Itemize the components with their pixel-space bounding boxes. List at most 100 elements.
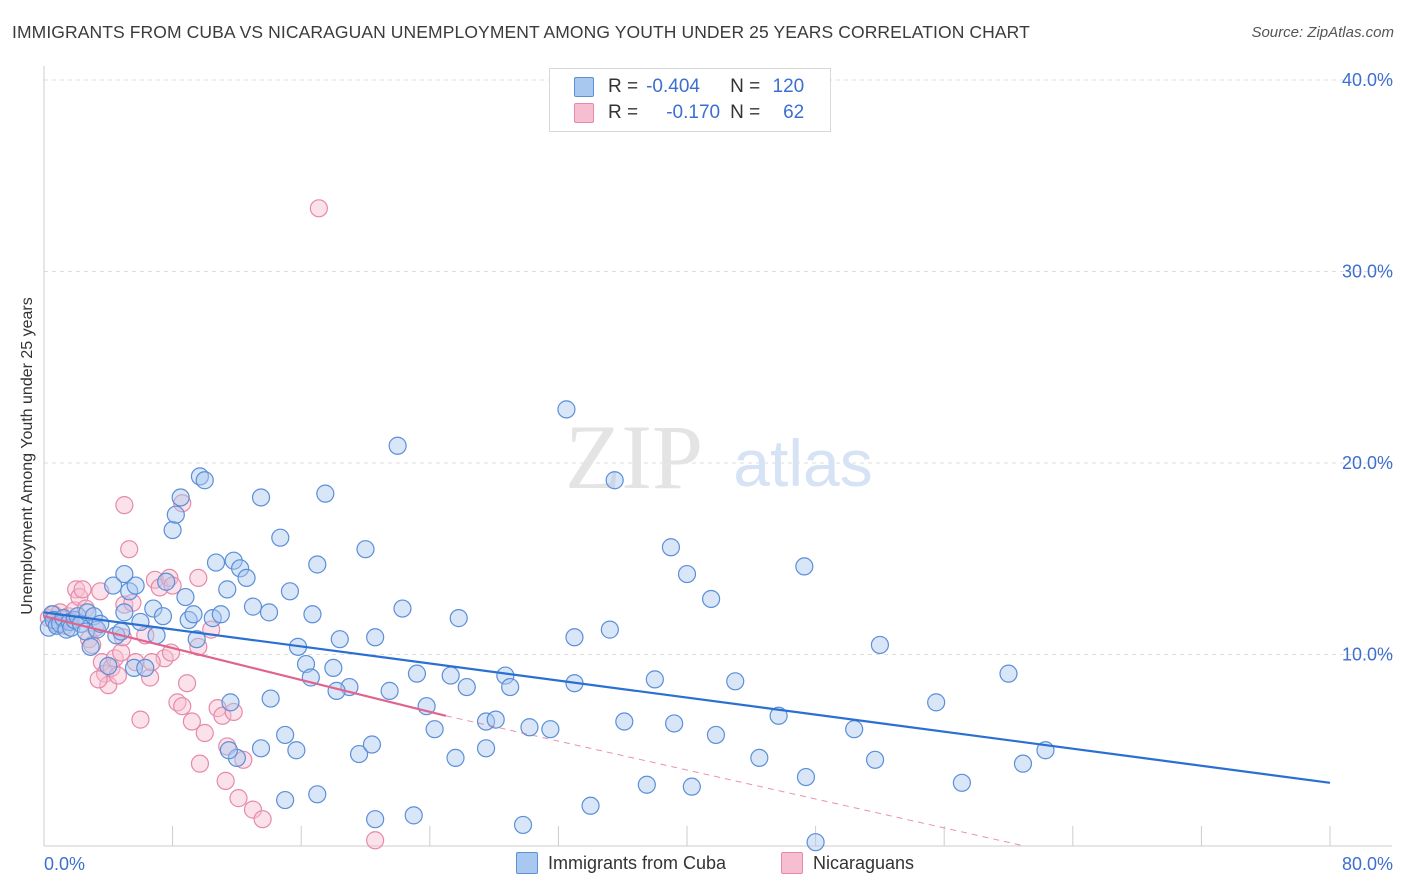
legend-label-cuba: Immigrants from Cuba [548,852,727,873]
cuba-point [157,572,176,591]
cuba-point [280,582,300,601]
nicaraguans-point [182,712,201,731]
cuba-point [366,628,385,647]
axes [43,66,1392,847]
cuba-point [407,664,427,683]
cuba-point [115,603,134,622]
legend-r-value-cuba: -0.404 [646,76,700,97]
cuba-points [39,400,1055,852]
cuba-point [393,599,412,618]
nicaraguans-point [216,771,235,790]
y-tick-label: 30.0% [1342,262,1393,282]
cuba-point [513,815,533,835]
cuba-point [637,775,656,794]
cuba-point [99,656,118,676]
legend-r-label: R = [608,102,639,123]
nicaraguans-point [190,754,210,773]
cuba-point [126,576,145,595]
cuba-point [870,635,890,655]
watermark: ZIP atlas [565,406,873,508]
cuba-point [330,630,349,649]
cuba-point [206,553,226,572]
cuba-point [153,607,173,626]
cuba-point [81,637,100,656]
cuba-point [259,603,279,622]
cuba-point [541,720,560,739]
cuba-point [362,735,382,754]
x-axis-ticks [43,826,1331,846]
nicaraguans-swatch [574,103,594,123]
cuba-point [388,436,407,455]
cuba-point [520,718,539,737]
cuba-point [682,777,701,796]
legend-item-cuba: Immigrants from Cuba [516,852,726,874]
cuba-point [565,628,584,647]
cuba-point [441,666,460,685]
cuba-point [600,620,619,639]
legend-row-cuba: R = -0.404 N = 120 [574,76,804,98]
cuba-point [1013,754,1033,773]
correlation-legend: R = -0.404 N = 120 R = -0.170 N = 62 [549,68,831,132]
nicaraguans-point [115,496,134,515]
cuba-point [231,559,250,578]
y-tick-label: 40.0% [1342,70,1393,90]
cuba-point [366,810,385,829]
watermark-zip: ZIP [565,406,703,508]
cuba-point [324,658,343,678]
nicaraguans-point [112,643,131,662]
trend-lines [43,611,1331,847]
cuba-point [486,710,505,729]
cuba-point [449,609,468,628]
cuba-point [147,626,166,645]
cuba-point [195,471,214,490]
cuba-point [144,599,163,618]
legend-r-label: R = [608,76,639,97]
cuba-point [795,557,814,576]
legend-item-nicaraguans: Nicaraguans [781,852,914,874]
cuba-point [176,587,195,607]
cuba-point [927,693,946,712]
cuba-point [187,630,206,649]
cuba-point [501,677,520,697]
cuba-point [645,670,664,689]
cuba-point [221,693,240,712]
cuba-point [605,471,624,490]
x-axis-tick-labels: 0.0% 80.0% [44,854,1393,874]
cuba-point [806,833,825,852]
nicaraguans-point [140,668,160,687]
cuba-point [308,555,327,574]
cuba-point [769,706,788,725]
cuba-point [356,540,375,559]
legend-n-value-cuba: 120 [772,76,805,97]
legend-label-nicaraguans: Nicaraguans [813,852,915,873]
cuba-point [425,720,444,739]
y-tick-label: 10.0% [1342,645,1393,665]
cuba-point [184,605,203,624]
legend-n-value-nicaraguans: 62 [783,102,805,123]
cuba-point [796,767,816,787]
cuba-point [476,739,496,758]
nicaraguans-point [120,540,139,559]
cuba-point [615,712,634,731]
cuba-point [349,744,369,764]
cuba-point [446,748,465,768]
cuba-point [750,748,769,768]
legend-n-label: N = [730,76,761,97]
nicaraguans-point [73,580,92,599]
nicaraguans-point [224,702,243,722]
nicaraguans-point [234,750,253,769]
nicaraguans-legend-swatch [781,852,803,874]
cuba-point [261,689,280,708]
cuba-point [136,658,155,678]
cuba-point [115,564,134,584]
cuba-point [296,654,316,674]
cuba-point [251,739,271,758]
cuba-point [211,605,230,624]
chart-title: IMMIGRANTS FROM CUBA VS NICARAGUAN UNEMP… [12,22,1030,42]
cuba-point [845,720,864,739]
cuba-point [702,589,721,609]
nicaraguans-point [173,697,192,716]
cuba-point [219,741,238,760]
cuba-point [251,488,271,507]
